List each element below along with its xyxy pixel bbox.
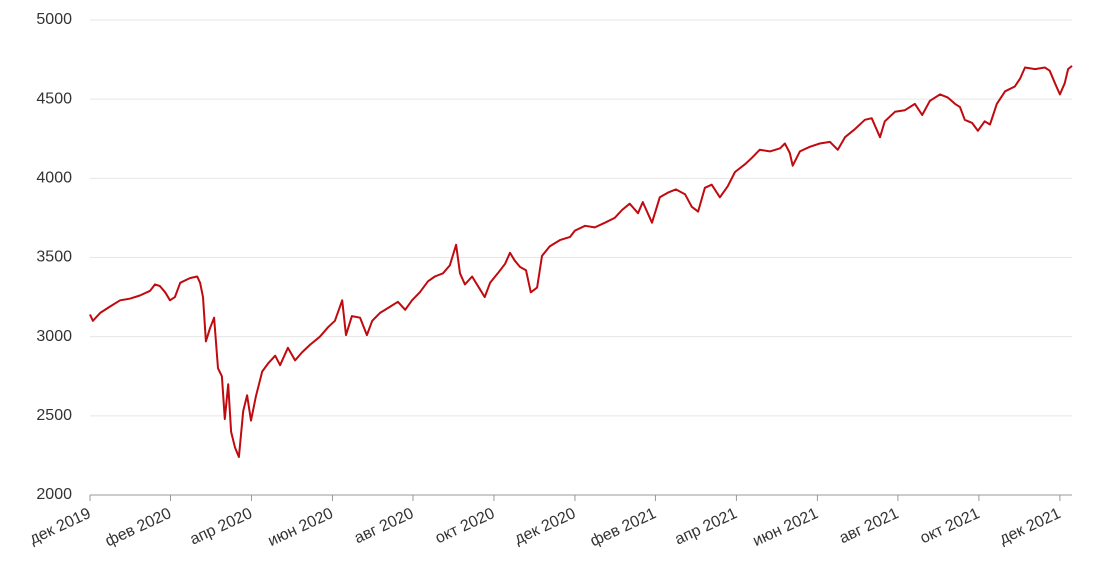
x-tick-label: дек 2019: [27, 505, 93, 548]
x-tick-label: дек 2021: [997, 505, 1063, 548]
x-tick-label: дек 2020: [512, 505, 578, 548]
x-tick-label: апр 2021: [672, 505, 740, 549]
y-tick-label: 4000: [36, 170, 72, 187]
x-tick-label: июн 2020: [265, 505, 336, 550]
y-tick-label: 2500: [36, 407, 72, 424]
y-tick-label: 3000: [36, 328, 72, 345]
x-tick-label: фев 2021: [588, 505, 659, 550]
y-tick-label: 3500: [36, 249, 72, 266]
y-tick-label: 4500: [36, 90, 72, 107]
x-tick-label: июн 2021: [750, 505, 821, 550]
x-tick-label: авг 2020: [352, 505, 417, 547]
y-tick-label: 2000: [36, 486, 72, 503]
x-tick-label: авг 2021: [837, 505, 902, 547]
x-tick-label: окт 2020: [433, 505, 498, 547]
y-tick-label: 5000: [36, 11, 72, 28]
x-tick-label: окт 2021: [918, 505, 983, 547]
x-tick-label: апр 2020: [188, 505, 256, 549]
x-tick-label: фев 2020: [103, 505, 174, 550]
data-line: [89, 65, 1073, 458]
